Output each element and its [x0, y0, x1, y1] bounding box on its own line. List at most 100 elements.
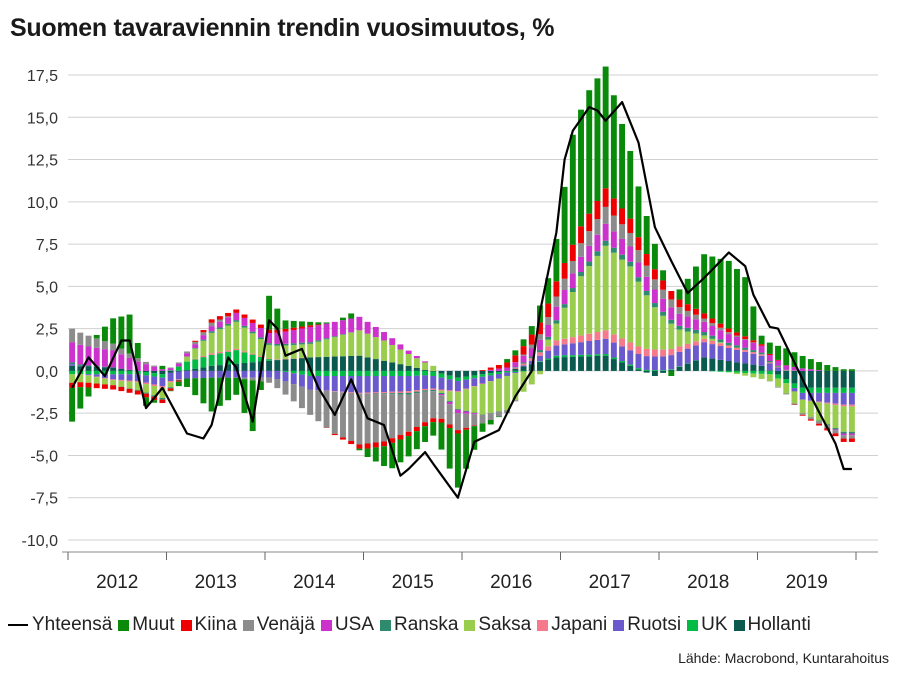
bar-segment-hollanti — [734, 362, 740, 371]
bar-segment-usa — [298, 328, 305, 343]
bar-segment-ruotsi — [405, 375, 412, 392]
y-tick-label: 0,0 — [36, 364, 58, 381]
bar-segment-saksa — [463, 389, 470, 411]
bar-segment-uk — [799, 387, 806, 393]
bar-segment-hollanti — [93, 366, 100, 371]
bar-segment-uk — [824, 387, 831, 393]
bar-segment-hollanti — [701, 357, 708, 371]
bar-segment-saksa — [397, 349, 404, 365]
bar-segment-ruotsi — [717, 346, 724, 360]
bar-segment-ranska — [282, 343, 289, 346]
bar-segment-uk — [413, 370, 420, 376]
bar-segment-venäjä — [578, 243, 584, 257]
bar-segment-uk — [85, 370, 92, 375]
bar-segment-venäjä — [627, 232, 634, 247]
bar-segment-muut — [430, 422, 437, 436]
legend-label: USA — [334, 614, 374, 635]
bar-segment-saksa — [783, 383, 790, 394]
bar-segment-hollanti — [495, 370, 502, 373]
bar-segment-muut — [290, 320, 297, 328]
stacked-bar-chart: -10,0 -7,5 -5,0 -2,5 0,0 2,5 5,0 7,5 10,0 12,5 15,… — [22, 66, 878, 593]
bar-segment-muut — [249, 380, 256, 432]
bar-segment-japani — [734, 347, 740, 350]
bar-segment-usa — [709, 326, 716, 336]
bar-segment-hollanti — [364, 357, 371, 371]
bar-segment-uk — [832, 387, 839, 393]
bar-segment-saksa — [192, 348, 199, 359]
bar-segment-usa — [717, 330, 724, 340]
bar-segment-japani — [430, 388, 437, 390]
bar-segment-ruotsi — [331, 375, 338, 392]
bar-segment-muut — [766, 342, 773, 354]
bar-segment-venäjä — [569, 261, 576, 274]
bar-segment-muut — [651, 243, 658, 270]
bar-segment-ruotsi — [676, 351, 683, 367]
bar-segment-japani — [758, 354, 765, 356]
bar-segment-kiina — [594, 200, 601, 220]
bar-segment-hollanti — [791, 370, 798, 384]
bar-segment-kiina — [807, 419, 814, 421]
bar-segment-ruotsi — [348, 375, 355, 393]
bar-segment-japani — [660, 349, 667, 357]
bar-segment-usa — [331, 321, 338, 337]
bar-segment-muut — [578, 109, 584, 227]
bar-segment-japani — [364, 392, 371, 394]
bar-segment-ranska — [192, 348, 199, 349]
bar-segment-kiina — [290, 327, 297, 331]
bar-segment-saksa — [274, 345, 281, 360]
bar-segment-ranska — [766, 360, 773, 363]
bar-segment-venäjä — [602, 206, 609, 224]
bar-segment-kiina — [602, 188, 609, 207]
bar-segment-ranska — [545, 336, 552, 340]
bar-segment-saksa — [512, 373, 519, 401]
bar-segment-ranska — [274, 343, 281, 346]
bar-segment-uk — [537, 361, 543, 362]
bar-segment-muut — [356, 448, 363, 451]
bar-segment-venäjä — [816, 421, 823, 424]
bar-segment-usa — [840, 433, 847, 436]
bar-segment-muut — [438, 422, 445, 450]
bar-segment-ruotsi — [290, 373, 297, 385]
bar-segment-saksa — [364, 333, 371, 358]
bar-segment-uk — [290, 370, 297, 374]
bar-segment-kiina — [101, 384, 108, 389]
bar-segment-venäjä — [537, 334, 543, 340]
bar-segment-ranska — [454, 408, 461, 410]
bar-segment-kiina — [840, 438, 847, 442]
bar-segment-venäjä — [495, 411, 502, 417]
bar-segment-muut — [381, 446, 387, 466]
bar-segment-usa — [69, 342, 76, 363]
bar-segment-venäjä — [257, 377, 264, 382]
bar-segment-muut — [126, 314, 133, 354]
bar-segment-venäjä — [742, 338, 749, 340]
bar-segment-venäjä — [274, 379, 281, 389]
bar-segment-japani — [340, 391, 346, 393]
bar-segment-kiina — [340, 437, 346, 440]
bar-segment-japani — [643, 348, 650, 357]
bar-segment-hollanti — [85, 366, 92, 371]
bar-segment-saksa — [495, 378, 502, 412]
bar-segment-ranska — [594, 251, 601, 256]
bar-segment-japani — [553, 340, 560, 346]
bar-segment-ranska — [668, 319, 675, 324]
bar-segment-kiina — [660, 280, 667, 290]
bar-segment-usa — [208, 326, 215, 332]
bar-segment-saksa — [487, 381, 494, 413]
bar-segment-saksa — [610, 252, 617, 335]
bar-segment-muut — [471, 426, 478, 450]
bar-segment-kiina — [816, 423, 823, 426]
bar-segment-usa — [101, 349, 108, 367]
bar-segment-ruotsi — [315, 375, 322, 391]
bar-segment-uk — [216, 353, 223, 366]
bar-segment-venäjä — [430, 391, 437, 419]
bar-segment-ruotsi — [586, 341, 593, 355]
bar-segment-japani — [783, 370, 790, 371]
bar-segment-muut — [479, 423, 486, 432]
legend-item: Muut — [118, 614, 175, 636]
bar-segment-muut — [610, 95, 617, 199]
bar-segment-ranska — [413, 391, 420, 394]
bar-segment-ranska — [134, 389, 141, 391]
bar-segment-japani — [816, 401, 823, 403]
total-line-layer — [71, 101, 852, 499]
bar-segment-kiina — [192, 340, 199, 342]
